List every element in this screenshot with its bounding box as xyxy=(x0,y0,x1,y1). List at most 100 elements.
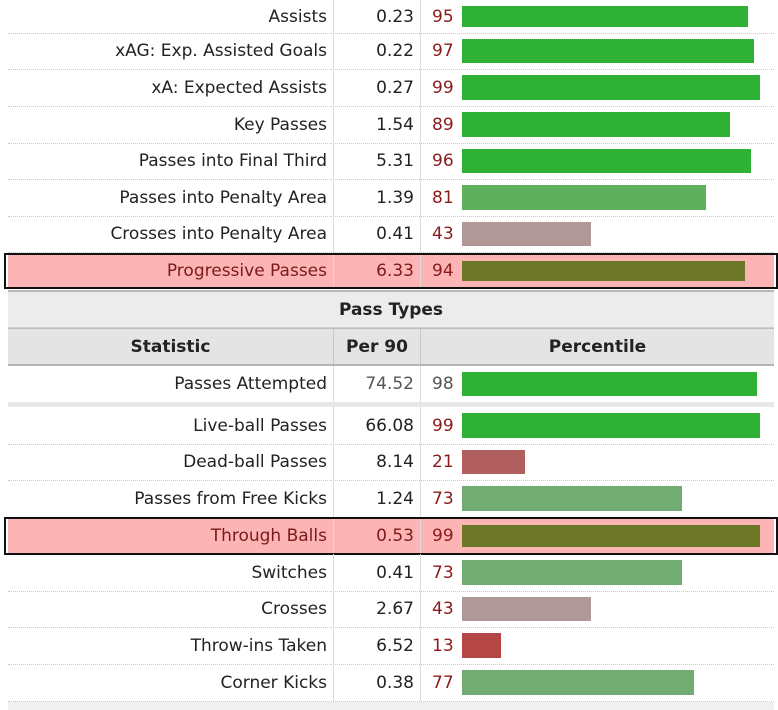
row-divider xyxy=(8,252,774,253)
table-row: Dead-ball Passes 8.14 21 xyxy=(8,444,774,480)
percentile-bar xyxy=(462,149,751,173)
percentile-bar-cell xyxy=(460,255,774,287)
percentile-value: 97 xyxy=(432,41,454,61)
per90-value: 0.41 xyxy=(334,554,421,591)
per90-value: 1.39 xyxy=(334,179,421,216)
per90-value: 1.54 xyxy=(334,106,421,143)
stat-label: Passes into Penalty Area xyxy=(8,179,334,216)
table-row: Switches 0.41 73 xyxy=(8,554,774,591)
stat-label: Passes from Free Kicks xyxy=(8,480,334,517)
row-divider xyxy=(8,664,774,665)
table-row: Passes into Final Third 5.31 96 xyxy=(8,143,774,179)
per90-value: 0.23 xyxy=(334,0,421,33)
per90-value: 1.24 xyxy=(334,480,421,517)
percentile-bar xyxy=(462,597,591,621)
row-divider xyxy=(8,480,774,481)
table-row: Passes into Penalty Area 1.39 81 xyxy=(8,179,774,216)
percentile-bar xyxy=(462,112,730,137)
row-divider xyxy=(8,143,774,144)
table-row: Passes from Free Kicks 1.24 73 xyxy=(8,480,774,517)
column-header-percentile[interactable]: Percentile xyxy=(548,336,647,357)
per90-value: 0.53 xyxy=(334,519,421,553)
per90-value: 0.38 xyxy=(334,664,421,701)
row-divider xyxy=(8,627,774,628)
stat-label: Switches xyxy=(8,554,334,591)
row-divider xyxy=(8,106,774,107)
table-row: Crosses 2.67 43 xyxy=(8,591,774,627)
percentile-bar-cell xyxy=(460,480,774,517)
row-divider xyxy=(8,216,774,217)
percentile-value: 77 xyxy=(432,672,454,693)
percentile-bar-cell xyxy=(460,69,774,106)
table-row: Through Balls 0.53 99 xyxy=(8,519,774,553)
percentile-bar xyxy=(462,261,745,281)
percentile-bar xyxy=(462,185,706,210)
per90-value: 6.52 xyxy=(334,627,421,664)
percentile-value: 96 xyxy=(432,151,454,171)
table-row: Passes Attempted 74.52 98 xyxy=(8,366,774,402)
stat-label: xA: Expected Assists xyxy=(8,69,334,106)
stat-label: Corner Kicks xyxy=(8,664,334,701)
stat-label: Live-ball Passes xyxy=(8,407,334,444)
per90-value: 66.08 xyxy=(334,407,421,444)
percentile-bar xyxy=(462,75,760,100)
row-divider xyxy=(8,444,774,445)
table-row: Crosses into Penalty Area 0.41 43 xyxy=(8,216,774,252)
percentile-value: 43 xyxy=(432,599,454,619)
stat-label: Key Passes xyxy=(8,106,334,143)
percentile-bar xyxy=(462,372,757,396)
percentile-bar-cell xyxy=(460,444,774,480)
percentile-bar xyxy=(462,413,760,438)
percentile-bar-cell xyxy=(460,627,774,664)
table-row: Throw-ins Taken 6.52 13 xyxy=(8,627,774,664)
table-row: xA: Expected Assists 0.27 99 xyxy=(8,69,774,106)
row-divider xyxy=(8,179,774,180)
percentile-value: 99 xyxy=(432,526,454,546)
percentile-bar xyxy=(462,222,591,246)
table-row: Assists 0.23 95 xyxy=(8,0,774,33)
percentile-bar xyxy=(462,560,682,585)
column-header-per90[interactable]: Per 90 xyxy=(334,329,421,364)
section-title: Pass Types xyxy=(8,290,774,328)
percentile-bar xyxy=(462,6,748,27)
percentile-value: 73 xyxy=(432,488,454,509)
percentile-bar-cell xyxy=(460,216,774,252)
per90-value: 74.52 xyxy=(334,366,421,402)
column-header-statistic[interactable]: Statistic xyxy=(8,329,334,364)
per90-value: 5.31 xyxy=(334,143,421,179)
percentile-bar xyxy=(462,525,760,547)
stat-label: Through Balls xyxy=(8,519,334,553)
table-row: Progressive Passes 6.33 94 xyxy=(8,255,774,287)
row-divider xyxy=(8,517,774,518)
stat-label: Passes into Final Third xyxy=(8,143,334,179)
percentile-bar-cell xyxy=(460,366,774,402)
percentile-bar xyxy=(462,633,501,658)
row-divider xyxy=(8,69,774,70)
percentile-bar-cell xyxy=(460,519,774,553)
stat-label: Dead-ball Passes xyxy=(8,444,334,480)
percentile-value: 99 xyxy=(432,77,454,98)
table-row: xAG: Exp. Assisted Goals 0.22 97 xyxy=(8,33,774,69)
table-row: Corner Kicks 0.38 77 xyxy=(8,664,774,701)
per90-value: 0.27 xyxy=(334,69,421,106)
percentile-value: 81 xyxy=(432,187,454,208)
percentile-value: 94 xyxy=(432,261,454,281)
percentile-value: 89 xyxy=(432,114,454,135)
row-divider xyxy=(8,701,774,702)
percentile-bar-cell xyxy=(460,664,774,701)
per90-value: 0.41 xyxy=(334,216,421,252)
percentile-bar-cell xyxy=(460,591,774,627)
table-row: Live-ball Passes 66.08 99 xyxy=(8,407,774,444)
percentile-bar-cell xyxy=(460,0,774,33)
percentile-bar-cell xyxy=(460,554,774,591)
percentile-bar-cell xyxy=(460,106,774,143)
table-bottom-edge xyxy=(8,702,774,710)
stat-label: Crosses into Penalty Area xyxy=(8,216,334,252)
percentile-bar-cell xyxy=(460,143,774,179)
percentile-value: 13 xyxy=(432,635,454,656)
per90-value: 8.14 xyxy=(334,444,421,480)
percentile-bar-cell xyxy=(460,407,774,444)
stat-label: Throw-ins Taken xyxy=(8,627,334,664)
stat-label: Crosses xyxy=(8,591,334,627)
stat-label: Progressive Passes xyxy=(8,255,334,287)
